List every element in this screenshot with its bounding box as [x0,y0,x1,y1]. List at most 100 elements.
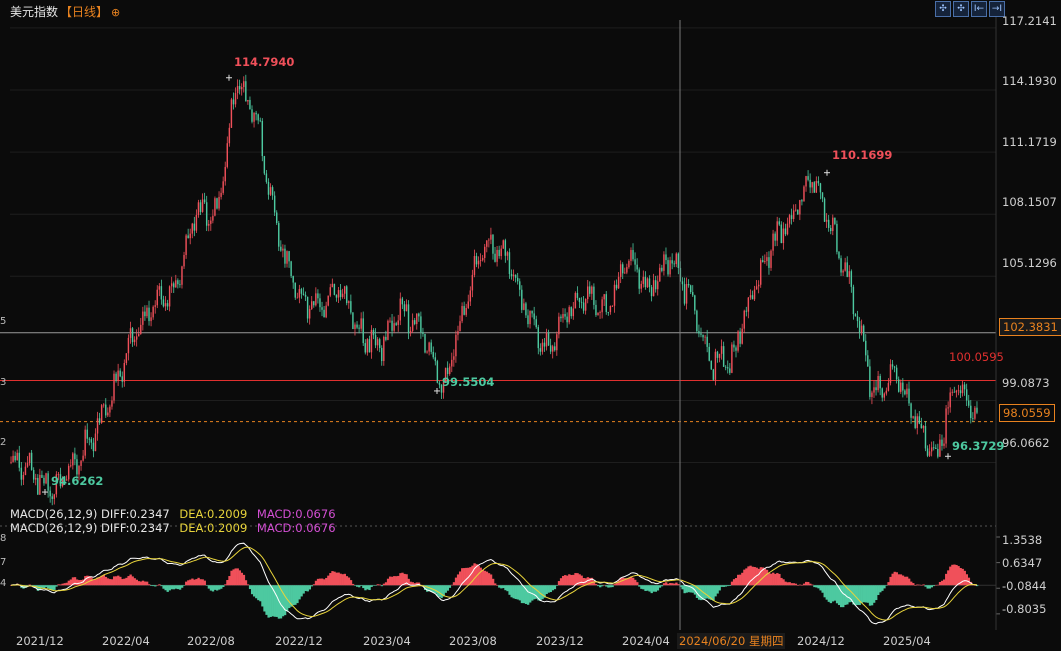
candle-body [883,393,886,398]
jump-end-icon[interactable]: →I [989,1,1005,17]
candle-body [685,284,688,304]
candle-body [815,181,818,193]
candle-body [265,173,268,182]
macd-bar [207,585,211,589]
move-tool-icon[interactable]: ✣ [953,1,969,17]
macd-bar [662,583,666,586]
macd-bar [817,585,820,589]
macd-bar [440,585,443,599]
macd-bar [790,583,793,586]
period-label[interactable]: 【日线】 [60,5,109,19]
macd-bar [623,578,627,586]
macd-bar [121,579,124,586]
candle-body [514,274,517,278]
candle-body [469,290,472,302]
candle-body [65,479,68,481]
macd-bar [520,585,524,604]
candle-body [372,329,375,336]
candle-body [974,407,976,419]
candle-body [199,202,202,212]
macd-bar [903,576,907,586]
macd-bar [498,585,501,588]
candle-body [790,215,793,220]
candle-body [877,376,879,391]
candle-body [280,246,282,251]
macd-bar [644,585,647,591]
macd-bar [465,567,468,586]
macd-bar [675,582,678,586]
candle-body [393,323,395,331]
macd-bar [104,576,108,586]
candle-body [446,367,449,374]
candle-body [294,282,296,298]
crosshair-tool-icon[interactable]: ✣ [935,1,951,17]
macd-bar [570,575,573,586]
jump-start-icon[interactable]: I← [971,1,987,17]
macd-bar [483,570,487,586]
macd-bar [603,584,606,586]
candle-body [918,416,921,424]
candle-body [74,453,76,460]
candle-body [603,294,605,300]
candle-body [665,254,667,261]
candle-body [107,412,109,416]
macd-bar [415,582,419,586]
macd-bar [279,585,283,619]
candle-body [671,260,673,264]
macd-bar [349,580,353,586]
candle-body [661,267,663,271]
macd-bar [61,583,64,586]
macd-bar [891,573,894,586]
macd-bar [757,568,760,586]
macd-bar [172,585,176,590]
candle-body [440,384,443,393]
candle-body [232,99,235,105]
macd-bar [667,583,670,586]
macd-diff: DIFF:0.2347 [101,507,170,521]
macd-bar [250,585,254,595]
macd-bar [858,585,861,606]
candle-body [893,366,896,368]
macd-value: MACD:0.0676 [256,507,336,521]
candle-body [710,360,713,370]
macd-bar [763,568,767,586]
x-tick: 2023/08 [449,634,497,648]
candle-body [32,469,35,480]
macd-bar [749,565,752,586]
macd-bar [788,582,791,586]
candle-body [904,390,906,395]
y-tick: 111.1719 [1002,135,1057,149]
macd-bar [156,585,159,586]
macd-bar [561,575,565,586]
macd-bar [318,578,322,586]
macd-bar [772,572,775,586]
macd-value-2: MACD:0.0676 [256,521,336,535]
candle-body [86,429,88,439]
macd-bar [382,583,386,586]
candle-body [401,298,404,305]
candle-body [409,330,412,334]
macd-bar [265,585,268,615]
macd-bar [928,585,931,589]
candle-body [718,353,721,358]
macd-bar [401,572,404,586]
macd-bar [372,585,375,586]
crosshair-date-label: 2024/06/20 星期四 [677,633,786,649]
macd-bar [730,581,734,586]
candle-body [681,281,684,285]
candle-body [98,418,101,423]
candle-body [302,293,305,295]
add-indicator-icon[interactable]: ⊕ [111,6,121,19]
macd-bar [150,585,153,586]
candle-body [902,382,904,391]
macd-bar [220,585,223,589]
candle-body [389,320,391,322]
candle-body [716,351,719,358]
macd-bar [724,585,728,587]
macd-bar [737,574,740,586]
macd-bar [360,585,363,586]
candle-body [282,248,284,251]
candle-body [595,304,597,316]
annotation-high-2: 110.1699 [832,148,893,162]
